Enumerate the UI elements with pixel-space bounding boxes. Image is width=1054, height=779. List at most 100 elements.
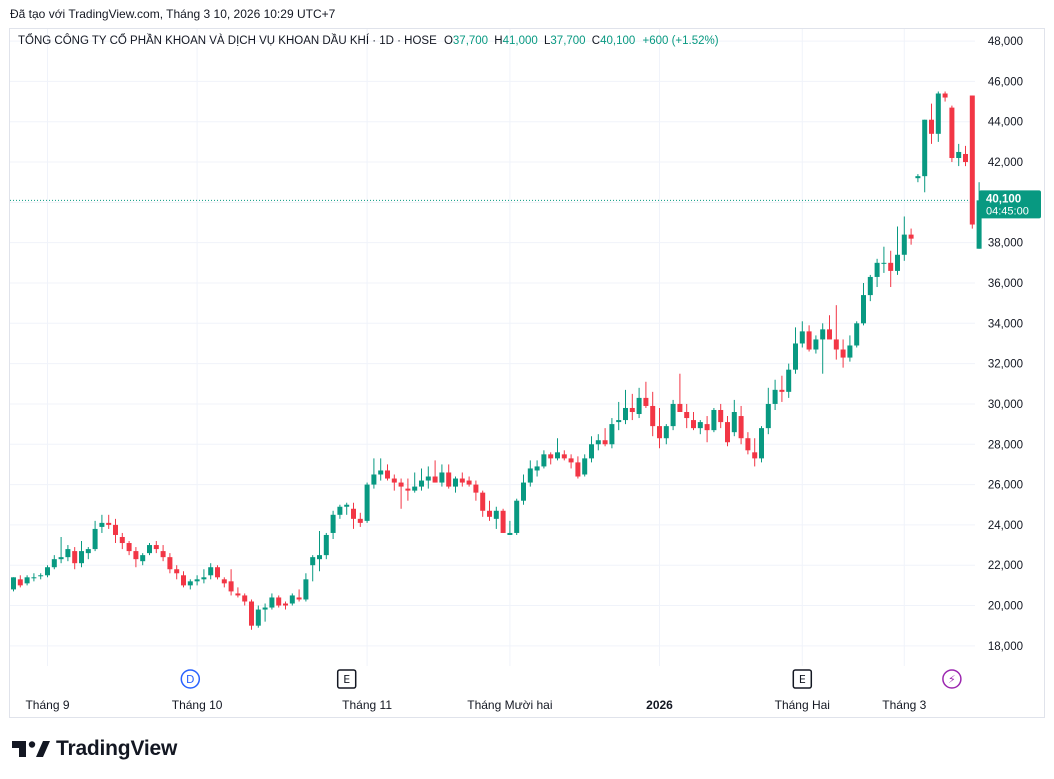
candle [568, 454, 574, 469]
candle-body [568, 458, 574, 463]
dividend-event-icon [180, 669, 201, 689]
brand-name: TradingView [56, 737, 178, 760]
candle-body [935, 93, 941, 134]
candle [949, 105, 955, 163]
candle-body [922, 119, 928, 177]
candle [79, 541, 84, 568]
candle-body [677, 403, 683, 413]
candle [208, 563, 214, 580]
candle-body [697, 422, 703, 429]
candle [969, 95, 975, 229]
candle-body [636, 397, 642, 415]
event-marker[interactable]: E [792, 669, 813, 689]
candle [555, 438, 560, 461]
candle [711, 407, 717, 433]
candle-body [555, 452, 560, 459]
candle [283, 601, 288, 610]
candle [11, 577, 16, 592]
candle [643, 381, 649, 408]
candle [670, 399, 676, 431]
candle-body [113, 524, 118, 535]
y-tick-label: 34,000 [988, 318, 1023, 330]
symbol-name[interactable]: TỔNG CÔNG TY CỔ PHẦN KHOAN VÀ DỊCH VỤ KH… [18, 35, 437, 47]
candle [956, 143, 962, 167]
candle [24, 575, 30, 586]
candle [215, 565, 220, 580]
candle-body [806, 331, 812, 350]
candle-body [323, 534, 329, 556]
candle-body [901, 234, 907, 255]
candle [738, 405, 744, 445]
candle [827, 315, 832, 340]
candle [289, 593, 295, 606]
candle [126, 541, 132, 556]
chart-frame [9, 28, 1045, 718]
candle-body [684, 412, 690, 419]
candle-body [344, 504, 350, 507]
candle [235, 587, 241, 598]
candle [242, 593, 248, 606]
candle-body [58, 557, 64, 560]
event-marker[interactable]: D [180, 669, 201, 689]
creation-caption: Đã tạo với TradingView.com, Tháng 3 10, … [10, 7, 336, 21]
earnings-event-icon [336, 669, 357, 689]
candle-body [419, 480, 424, 487]
change-value: +600 (+1.52%) [642, 35, 719, 47]
candle [500, 508, 506, 533]
candle [935, 91, 941, 142]
candle [521, 474, 526, 505]
event-label: E [343, 673, 350, 686]
candle [364, 482, 370, 523]
candle [684, 403, 690, 429]
y-tick-label: 24,000 [988, 520, 1023, 532]
candle-body [357, 518, 363, 523]
candle-body [310, 557, 316, 566]
tradingview-brand[interactable]: TradingView [12, 736, 177, 762]
candle [799, 321, 805, 348]
candle-body [670, 403, 676, 427]
candle-body [942, 93, 948, 98]
candle [45, 565, 50, 578]
candle-body [317, 555, 322, 560]
candle [718, 403, 724, 429]
candle-body [663, 426, 669, 439]
candle [378, 458, 384, 481]
candle-body [840, 349, 846, 358]
event-marker[interactable]: ⚡ [942, 669, 962, 689]
candle-body [582, 458, 588, 475]
candle [385, 464, 390, 481]
candle-body [929, 119, 934, 134]
candle [330, 510, 336, 540]
candle-body [364, 484, 370, 521]
candle [119, 532, 125, 550]
candle [677, 373, 683, 413]
event-marker[interactable]: E [336, 669, 357, 689]
earnings-event-icon [792, 669, 813, 689]
candle [167, 553, 173, 574]
candle [181, 571, 186, 588]
y-tick-label: 22,000 [988, 560, 1023, 572]
candle-body [833, 339, 839, 350]
candle-body [480, 492, 486, 511]
open-label: O [443, 35, 453, 47]
candle-body [793, 343, 798, 370]
candle [371, 458, 377, 489]
candle [303, 573, 309, 602]
candle [609, 418, 615, 449]
candle-body [330, 514, 336, 533]
y-tick-label: 28,000 [988, 439, 1023, 451]
candle [867, 274, 873, 302]
low-value: 37,700 [550, 35, 586, 47]
candle-body [589, 444, 594, 459]
y-tick-label: 20,000 [988, 601, 1023, 613]
candle-body [378, 470, 384, 475]
candle-body [31, 577, 37, 579]
candle [657, 407, 662, 449]
candle [874, 258, 880, 288]
candle-body [976, 200, 982, 249]
candle-body [38, 575, 44, 577]
candle [133, 547, 139, 568]
price-tag-value: 40,100 [986, 193, 1021, 205]
